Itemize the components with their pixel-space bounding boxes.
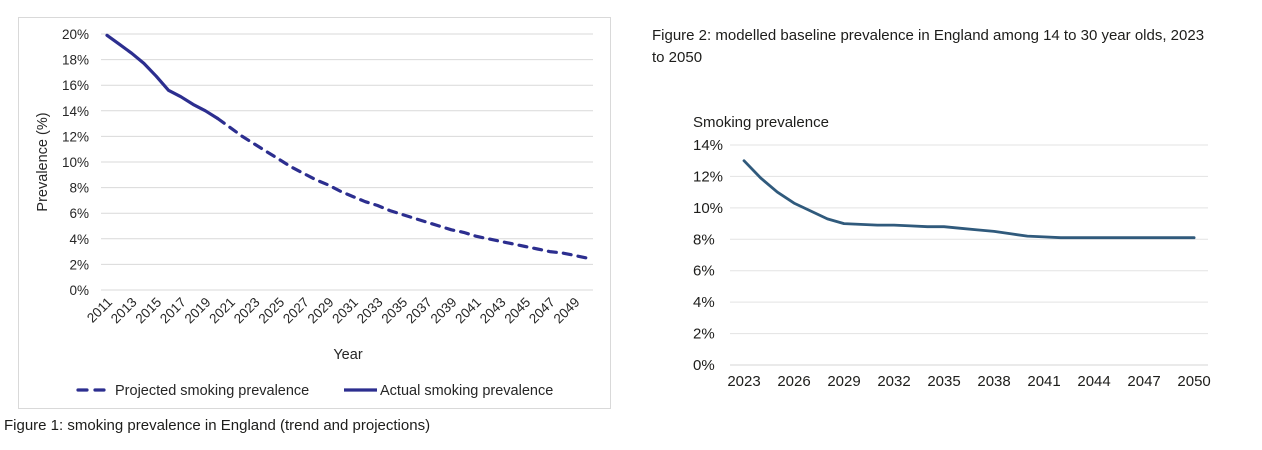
x-tick-label: 2025 bbox=[255, 295, 287, 327]
x-tick-label: 2047 bbox=[526, 295, 558, 327]
x-tick-label: 2041 bbox=[452, 295, 484, 327]
y-tick-label: 4% bbox=[69, 232, 89, 247]
y-tick-label: 0% bbox=[693, 357, 715, 374]
x-tick-label: 2043 bbox=[477, 295, 509, 327]
y-tick-label: 2% bbox=[69, 257, 89, 272]
x-tick-label: 2032 bbox=[877, 373, 910, 390]
x-tick-label: 2027 bbox=[280, 295, 312, 327]
y-tick-label: 6% bbox=[693, 263, 715, 280]
figure2-plot: Smoking prevalence 0% 2% 4% 6% 8% 10% 12% 14% 202… bbox=[693, 114, 1211, 390]
x-axis-labels: 2023 2026 2029 2032 2035 2038 2041 2044 2047 2050 bbox=[727, 373, 1210, 390]
x-tick-label: 2050 bbox=[1177, 373, 1210, 390]
x-tick-label: 2039 bbox=[428, 295, 460, 327]
x-tick-label: 2019 bbox=[182, 295, 214, 327]
y-axis-labels: 0% 2% 4% 6% 8% 10% 12% 14% 16% 18% 20% bbox=[62, 27, 89, 298]
y-tick-label: 16% bbox=[62, 78, 89, 93]
y-axis-labels: 0% 2% 4% 6% 8% 10% 12% 14% bbox=[693, 137, 723, 374]
x-tick-label: 2031 bbox=[329, 295, 361, 327]
legend-label-projected: Projected smoking prevalence bbox=[115, 383, 309, 399]
x-tick-label: 2021 bbox=[206, 295, 238, 327]
figure1-line-chart: 0% 2% 4% 6% 8% 10% 12% 14% 16% 18% 20% 201120132015… bbox=[35, 27, 593, 399]
gridlines bbox=[101, 33, 593, 291]
series-projected bbox=[216, 116, 589, 260]
x-tick-label: 2026 bbox=[777, 373, 810, 390]
x-tick-label: 2041 bbox=[1027, 373, 1060, 390]
figure2-title: Figure 2: modelled baseline prevalence i… bbox=[652, 27, 1205, 66]
x-tick-label: 2023 bbox=[727, 373, 760, 390]
x-tick-label: 2045 bbox=[501, 295, 533, 327]
y-tick-label: 14% bbox=[693, 137, 723, 154]
figure2-line-chart: Smoking prevalence 0% 2% 4% 6% 8% 10% 12% 14% 202… bbox=[693, 114, 1211, 390]
y-tick-label: 10% bbox=[62, 155, 89, 170]
x-tick-label: 2023 bbox=[231, 295, 263, 327]
y-tick-label: 18% bbox=[62, 53, 89, 68]
series-actual bbox=[105, 33, 220, 121]
x-tick-label: 2029 bbox=[305, 295, 337, 327]
x-tick-label: 2047 bbox=[1127, 373, 1160, 390]
figure1-plot: 0% 2% 4% 6% 8% 10% 12% 14% 16% 18% 20% 201120132015… bbox=[35, 27, 593, 399]
legend-label-actual: Actual smoking prevalence bbox=[380, 383, 553, 399]
y-axis-title: Prevalence (%) bbox=[35, 112, 51, 211]
x-tick-label: 2044 bbox=[1077, 373, 1110, 390]
y-tick-label: 12% bbox=[62, 129, 89, 144]
x-tick-label: 2033 bbox=[354, 295, 386, 327]
x-tick-label: 2037 bbox=[403, 295, 435, 327]
series-baseline-prevalence bbox=[742, 159, 1196, 240]
gridlines bbox=[730, 144, 1208, 366]
x-tick-label: 2013 bbox=[108, 295, 140, 327]
y-tick-label: 20% bbox=[62, 27, 89, 42]
y-tick-label: 6% bbox=[69, 206, 89, 221]
x-tick-label: 2038 bbox=[977, 373, 1010, 390]
figure1-chart-frame: 0% 2% 4% 6% 8% 10% 12% 14% 16% 18% 20% 2011 2013 2015… bbox=[18, 17, 611, 409]
y-tick-label: 2% bbox=[693, 326, 715, 343]
x-tick-label: 2011 bbox=[84, 295, 115, 326]
chart-title: Smoking prevalence bbox=[693, 114, 829, 131]
x-tick-label: 2029 bbox=[827, 373, 860, 390]
x-tick-label: 2017 bbox=[157, 295, 189, 327]
y-tick-label: 12% bbox=[693, 168, 723, 185]
x-tick-label: 2035 bbox=[378, 295, 410, 327]
y-tick-label: 8% bbox=[69, 181, 89, 196]
figure1-caption: Figure 1: smoking prevalence in England … bbox=[4, 417, 431, 434]
y-tick-label: 8% bbox=[693, 231, 715, 248]
x-tick-label: 2049 bbox=[551, 295, 583, 327]
y-tick-label: 0% bbox=[69, 283, 89, 298]
y-tick-label: 4% bbox=[693, 294, 715, 311]
x-tick-label: 2035 bbox=[927, 373, 960, 390]
x-tick-label: 2015 bbox=[132, 295, 164, 327]
y-tick-label: 14% bbox=[62, 104, 89, 119]
x-axis-title: Year bbox=[333, 347, 362, 363]
legend: Projected smoking prevalence Actual smoki… bbox=[76, 383, 553, 399]
x-axis-labels: 2011201320152017201920212023202520272029… bbox=[84, 295, 583, 327]
y-tick-label: 10% bbox=[693, 200, 723, 217]
